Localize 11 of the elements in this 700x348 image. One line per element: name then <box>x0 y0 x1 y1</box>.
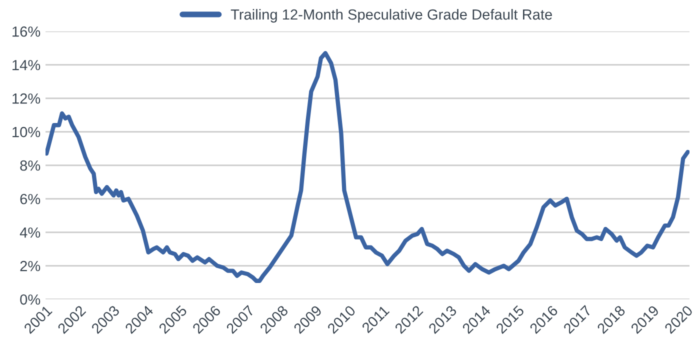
y-tick-label: 8% <box>20 160 40 171</box>
y-tick-label: 4% <box>20 227 40 238</box>
line-series <box>46 51 690 283</box>
y-tick-label: 12% <box>12 93 40 104</box>
y-tick-label: 14% <box>12 60 40 70</box>
y-tick-label: 0% <box>20 294 40 305</box>
y-tick-label: 2% <box>20 260 40 272</box>
y-tick-label: 6% <box>20 194 40 204</box>
y-tick-label: 10% <box>12 126 40 138</box>
y-tick-label: 16% <box>12 26 40 37</box>
legend-label: Trailing 12-Month Speculative Grade Default Rate <box>230 8 552 23</box>
